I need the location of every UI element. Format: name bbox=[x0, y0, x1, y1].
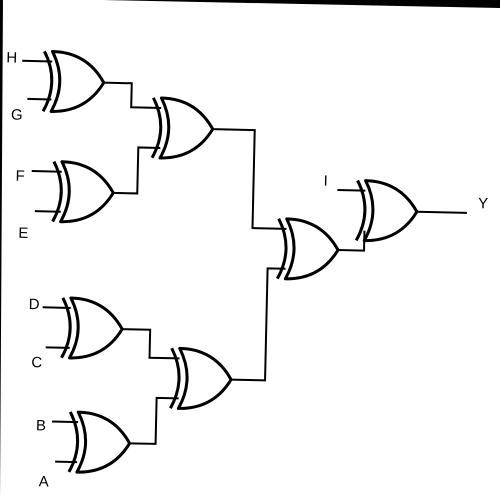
xor-gate-body bbox=[59, 160, 115, 224]
xor-gate-extra-arc bbox=[276, 217, 288, 280]
xor-gate-body bbox=[283, 217, 340, 281]
input-label-a: A bbox=[38, 473, 48, 490]
xor-gate-extra-arc bbox=[169, 347, 181, 409]
wires bbox=[22, 59, 467, 464]
input-label-f: F bbox=[15, 168, 25, 185]
xor-gate-extra-arc bbox=[41, 50, 54, 113]
wire-g6-g7 bbox=[231, 267, 286, 382]
xor-gate-g3 bbox=[150, 96, 215, 160]
input-label-e: E bbox=[18, 225, 28, 242]
xor-gate-extra-arc bbox=[150, 97, 163, 159]
xor-gate-body bbox=[49, 49, 106, 113]
labels: H G F E D C B A I Y bbox=[6, 49, 488, 490]
input-label-i: I bbox=[323, 173, 328, 190]
wire-output-y bbox=[416, 210, 467, 214]
xor-gate-extra-arc bbox=[354, 179, 367, 242]
xor-gate-body bbox=[75, 410, 132, 474]
wire-g4-g6 bbox=[122, 328, 180, 360]
wire-g2-g3 bbox=[113, 146, 161, 195]
xor-gate-g5 bbox=[67, 410, 132, 474]
input-label-h: H bbox=[6, 49, 17, 66]
input-label-b: B bbox=[36, 417, 46, 434]
xor-gate-g8 bbox=[354, 179, 419, 243]
wire-g7-g8 bbox=[338, 230, 366, 252]
xor-gate-g7 bbox=[276, 217, 340, 281]
gates bbox=[41, 49, 419, 474]
xor-gate-extra-arc bbox=[51, 160, 63, 223]
xor-gate-g1 bbox=[41, 49, 106, 113]
xor-gate-body bbox=[68, 296, 124, 360]
input-label-c: C bbox=[31, 354, 42, 371]
xor-gate-body bbox=[362, 179, 419, 243]
wire-g3-g7 bbox=[212, 128, 287, 230]
xor-gate-extra-arc bbox=[60, 297, 72, 359]
xor-gate-body bbox=[176, 346, 233, 410]
input-label-g: G bbox=[11, 107, 23, 124]
output-label-y: Y bbox=[478, 195, 488, 212]
xor-gate-g4 bbox=[60, 296, 124, 360]
xor-gate-extra-arc bbox=[67, 411, 80, 473]
wire-g1-g3 bbox=[103, 81, 162, 109]
input-label-d: D bbox=[29, 296, 40, 313]
xor-gate-g6 bbox=[169, 346, 233, 410]
xor-gate-body bbox=[158, 96, 215, 160]
xor-gate-g2 bbox=[51, 160, 115, 224]
wire-g5-g6 bbox=[129, 396, 179, 445]
